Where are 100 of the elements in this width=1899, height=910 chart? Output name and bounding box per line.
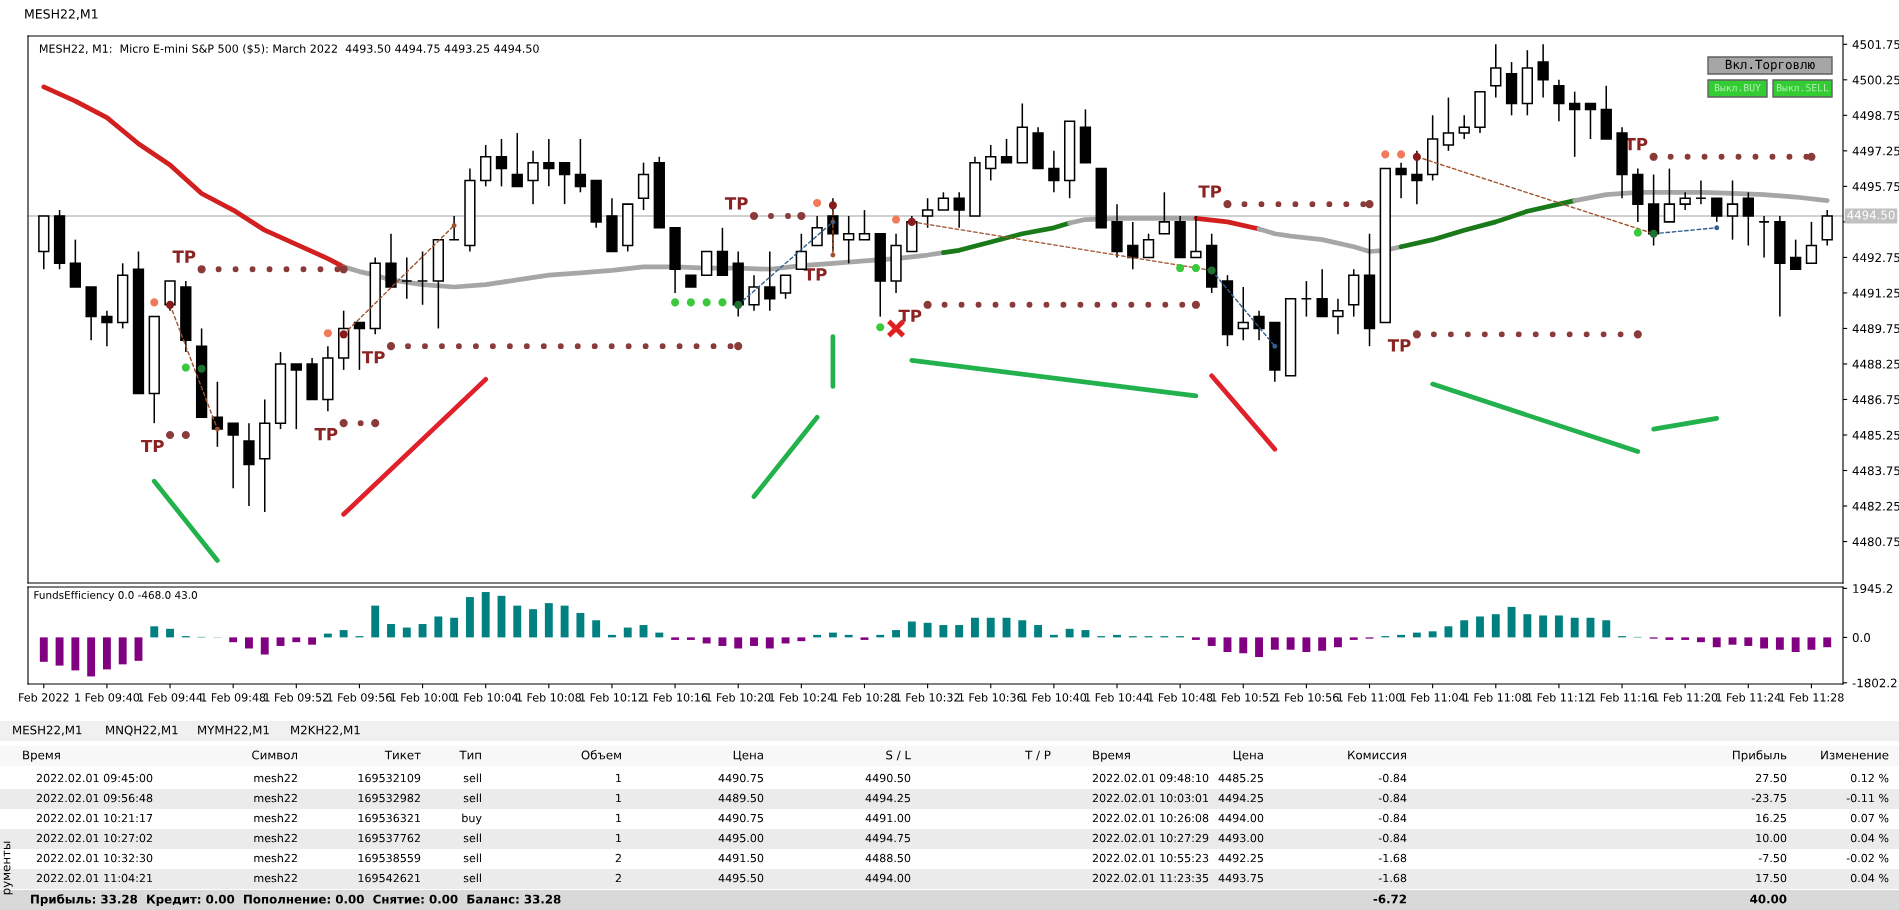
text: 2022.02.01 10:32:30 xyxy=(36,853,153,863)
y-tick-label: 4497.25 xyxy=(1852,146,1899,156)
point xyxy=(1191,264,1200,273)
point xyxy=(339,419,348,428)
candlestick xyxy=(243,422,255,507)
bar xyxy=(118,637,127,665)
text: -0.84 xyxy=(1378,833,1407,843)
category-label: Тикет xyxy=(384,750,421,760)
bar xyxy=(544,603,553,638)
text: 4485.25 xyxy=(1218,773,1264,783)
x-tick-label: 1 Feb 11:24 xyxy=(1716,693,1781,702)
text: 2022.02.01 10:21:17 xyxy=(36,813,153,823)
text: M2KH22,M1 xyxy=(291,725,360,736)
text: mesh22 xyxy=(254,813,297,823)
bar xyxy=(450,617,459,638)
text: -0.84 xyxy=(1378,793,1407,803)
point xyxy=(1633,330,1642,339)
text: 4490.50 xyxy=(865,773,911,783)
bar xyxy=(576,612,585,638)
point xyxy=(1714,225,1720,231)
bar xyxy=(1476,616,1484,638)
y-tick-label: 1945.2 xyxy=(1853,584,1893,594)
text: 169532982 xyxy=(358,793,420,803)
x-tick-label: 1 Feb 10:32 xyxy=(895,693,960,702)
text: -1.68 xyxy=(1378,873,1407,883)
x-tick-label: 1 Feb 11:12 xyxy=(1527,693,1591,702)
bar xyxy=(592,620,601,638)
category-label: S / L xyxy=(886,750,911,761)
point xyxy=(702,298,711,307)
annotation: TP xyxy=(1198,185,1222,198)
text: mesh22 xyxy=(254,833,297,843)
candlestick xyxy=(1789,238,1802,271)
bar xyxy=(1744,637,1753,646)
text: Прибыль: 33.28 Кредит: 0.00 Пополнение: 0.00 Снятие: 0.00 Баланс: 33.28 xyxy=(31,894,561,906)
candlestick xyxy=(1300,280,1313,318)
text: 1 xyxy=(616,833,621,843)
text: MYMH22,M1 xyxy=(198,725,269,736)
text: 17.50 xyxy=(1756,873,1787,883)
text: 2022.02.01 09:56:48 xyxy=(36,793,153,803)
bar xyxy=(702,637,711,644)
point xyxy=(797,211,806,221)
text: mesh22 xyxy=(254,873,297,883)
candlestick xyxy=(1237,286,1249,342)
candlestick xyxy=(811,215,823,247)
annotation: Выкл.SELL xyxy=(1776,83,1829,92)
bar xyxy=(134,637,143,661)
point xyxy=(323,329,332,338)
bar xyxy=(1223,637,1232,652)
category-label: Время xyxy=(1093,750,1130,762)
bar xyxy=(1570,617,1579,638)
bar xyxy=(1491,614,1500,638)
text: sell xyxy=(463,773,481,783)
bar xyxy=(529,609,537,638)
text: 1 xyxy=(616,793,621,803)
candlestick xyxy=(637,161,650,211)
x-tick-label: 1 Feb 10:48 xyxy=(1148,693,1213,702)
candlestick xyxy=(1158,191,1171,235)
candlestick xyxy=(480,144,492,188)
bar xyxy=(1681,637,1690,640)
bar xyxy=(1523,614,1532,638)
candlestick xyxy=(1458,114,1470,140)
x-tick-label: 1 Feb 10:28 xyxy=(832,693,897,702)
x-tick-label: 1 Feb 11:16 xyxy=(1590,693,1655,702)
text: 2022.02.01 09:48:10 xyxy=(1092,773,1209,783)
text: -0.84 xyxy=(1378,813,1407,823)
bar xyxy=(1334,637,1342,648)
candlestick xyxy=(495,138,508,188)
text: sell xyxy=(463,793,481,803)
x-tick-label: 1 Feb 09:44 xyxy=(138,693,203,702)
x-tick-label: 1 Feb 10:44 xyxy=(1085,693,1150,702)
candlestick xyxy=(1742,191,1754,247)
x-tick-label: 1 Feb 10:12 xyxy=(580,693,644,702)
text: 169538559 xyxy=(358,853,421,863)
x-tick-label: 1 Feb 10:00 xyxy=(390,693,455,702)
bar xyxy=(1791,637,1800,652)
point xyxy=(1397,150,1406,159)
text: -0.02 % xyxy=(1846,853,1889,863)
point xyxy=(1412,330,1421,339)
annotation: TP xyxy=(1387,339,1411,352)
text: 4490.75 xyxy=(718,813,764,823)
point xyxy=(197,364,206,373)
candlestick xyxy=(1553,79,1565,123)
bar xyxy=(1270,637,1279,650)
y-tick-label: 4500.25 xyxy=(1852,75,1899,85)
bar xyxy=(781,637,790,644)
x-tick-label: 1 Feb 10:56 xyxy=(1274,693,1339,702)
text: 0.07 % xyxy=(1850,813,1889,823)
bar xyxy=(1665,637,1674,640)
candlestick xyxy=(401,256,413,300)
text: mesh22 xyxy=(254,793,297,803)
candlestick xyxy=(1190,215,1202,259)
y-tick-label: 4486.75 xyxy=(1852,395,1899,405)
bar xyxy=(166,628,174,638)
text: 4494.25 xyxy=(865,793,911,803)
point xyxy=(181,430,190,440)
annotation: TP xyxy=(314,428,338,441)
candlestick xyxy=(1442,96,1455,152)
category-label: Цена xyxy=(733,750,763,762)
bar xyxy=(434,616,443,638)
text: 4494.75 xyxy=(865,833,911,843)
